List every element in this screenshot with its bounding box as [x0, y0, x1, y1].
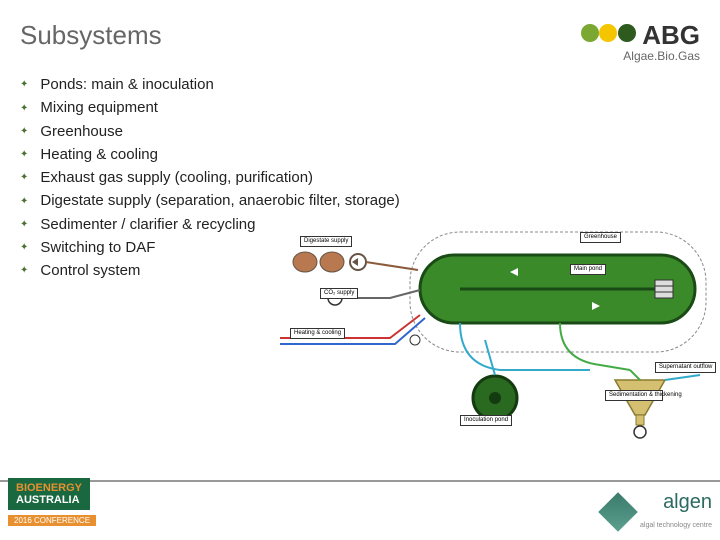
- bioenergy-text1: BIOENERGY: [16, 482, 82, 494]
- abg-text: ABG: [642, 20, 700, 51]
- label-digestate: Digestate supply: [300, 236, 352, 247]
- list-item: Exhaust gas supply (cooling, purificatio…: [20, 166, 700, 189]
- algen-subtitle: algal technology centre: [640, 522, 712, 529]
- process-diagram: Greenhouse Main pond Digestate supply CO…: [260, 230, 710, 440]
- label-inoc: Inoculation pond: [460, 415, 512, 426]
- logo-circle-yellow: [599, 24, 617, 42]
- algen-logo: algen algal technology centre: [604, 491, 712, 532]
- label-co2: CO₂ supply: [320, 288, 358, 299]
- label-main-pond: Main pond: [570, 264, 606, 275]
- list-item: Digestate supply (separation, anaerobic …: [20, 189, 700, 212]
- label-heating: Heating & cooling: [290, 328, 345, 339]
- algen-text: algen: [663, 491, 712, 513]
- list-item: Mixing equipment: [20, 96, 700, 119]
- bioenergy-conf: 2016 CONFERENCE: [8, 515, 96, 526]
- label-supernatant: Supernatant outflow: [655, 362, 716, 373]
- page-title: Subsystems: [20, 20, 162, 51]
- list-item: Greenhouse: [20, 120, 700, 143]
- algen-diamond-icon: [598, 492, 638, 532]
- logo-circle-green: [581, 24, 599, 42]
- footer: BIOENERGY AUSTRALIA 2016 CONFERENCE alge…: [0, 480, 720, 540]
- abg-logo: ABG Algae.Bio.Gas: [581, 20, 700, 63]
- logo-circle-dgreen: [618, 24, 636, 42]
- list-item: Ponds: main & inoculation: [20, 73, 700, 96]
- list-item: Heating & cooling: [20, 143, 700, 166]
- label-sed: Sedimentation & thickening: [605, 390, 663, 401]
- bioenergy-logo: BIOENERGY AUSTRALIA 2016 CONFERENCE: [8, 478, 96, 528]
- abg-subtitle: Algae.Bio.Gas: [581, 49, 700, 63]
- bioenergy-text2: AUSTRALIA: [16, 494, 80, 506]
- label-greenhouse: Greenhouse: [580, 232, 621, 243]
